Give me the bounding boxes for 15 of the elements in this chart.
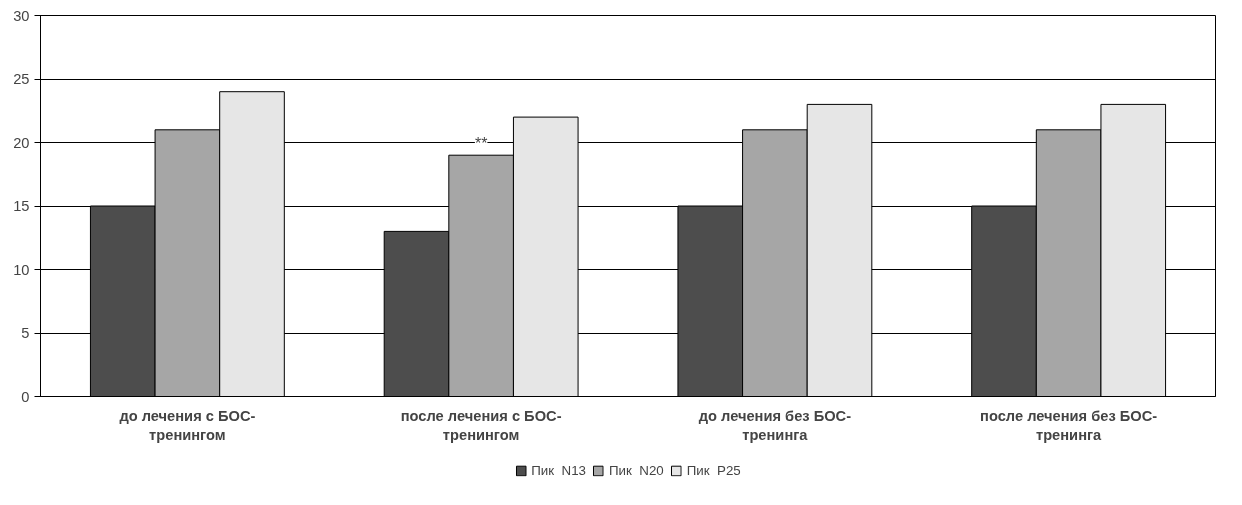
x-tick-label: до лечения без БОС-тренинга (698, 407, 852, 443)
y-tick-label: 0 (21, 388, 30, 405)
y-tick-label: 25 (13, 71, 30, 87)
annotation: ** (474, 135, 488, 153)
y-tick-label: 30 (13, 7, 30, 24)
y-tick-label: 20 (13, 134, 30, 151)
y-tick-label: 15 (13, 198, 30, 214)
legend-label: Пик P25 (686, 462, 741, 478)
x-tick-label: после лечения с БОС-тренингом (400, 407, 562, 443)
x-tick-label: до лечения с БОС-тренингом (119, 407, 256, 443)
legend-label: Пик N20 (609, 462, 664, 478)
legend-label: Пик N13 (531, 462, 587, 478)
y-tick-label: 10 (13, 261, 30, 278)
y-tick-label: 5 (21, 325, 30, 341)
x-tick-label: после лечения без БОС-тренинга (980, 407, 1158, 443)
